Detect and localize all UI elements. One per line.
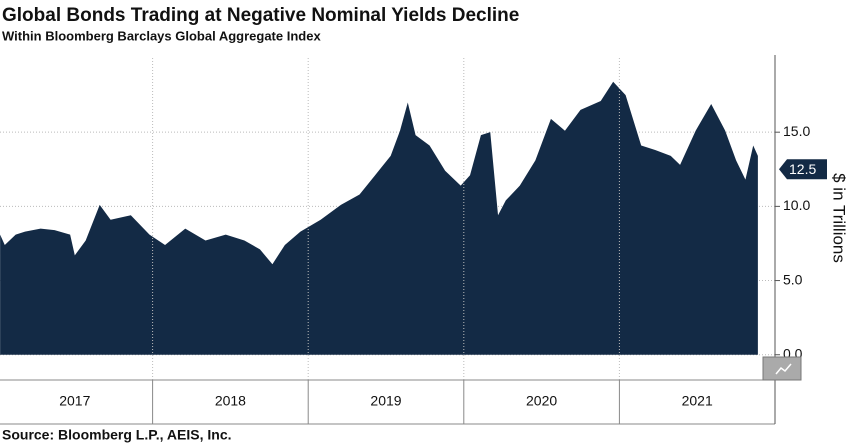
x-tick-label: 2018: [215, 393, 246, 409]
current-value-label: 12.5: [789, 161, 816, 177]
x-tick-label: 2017: [59, 393, 90, 409]
chart-icon-glyph: [775, 363, 792, 375]
current-value-tag: 12.5: [779, 159, 827, 180]
chart-title: Global Bonds Trading at Negative Nominal…: [2, 5, 519, 26]
area: [0, 81, 758, 355]
y-axis-label: $ in Trillions: [830, 173, 849, 263]
current-value-box: [779, 159, 827, 180]
source: Source: Bloomberg L.P., AEIS, Inc.: [2, 427, 232, 443]
y-tick-label: 10.0: [783, 197, 810, 213]
chart-subtitle: Within Bloomberg Barclays Global Aggrega…: [2, 28, 321, 43]
x-tick-label: 2021: [682, 393, 713, 409]
y-tick-label: 5.0: [783, 271, 803, 287]
plot: 0.05.010.015.0: [0, 58, 810, 380]
x-tick-label: 2019: [370, 393, 401, 409]
x-tick-label: 2020: [526, 393, 557, 409]
y-tick-label: 15.0: [783, 123, 810, 139]
